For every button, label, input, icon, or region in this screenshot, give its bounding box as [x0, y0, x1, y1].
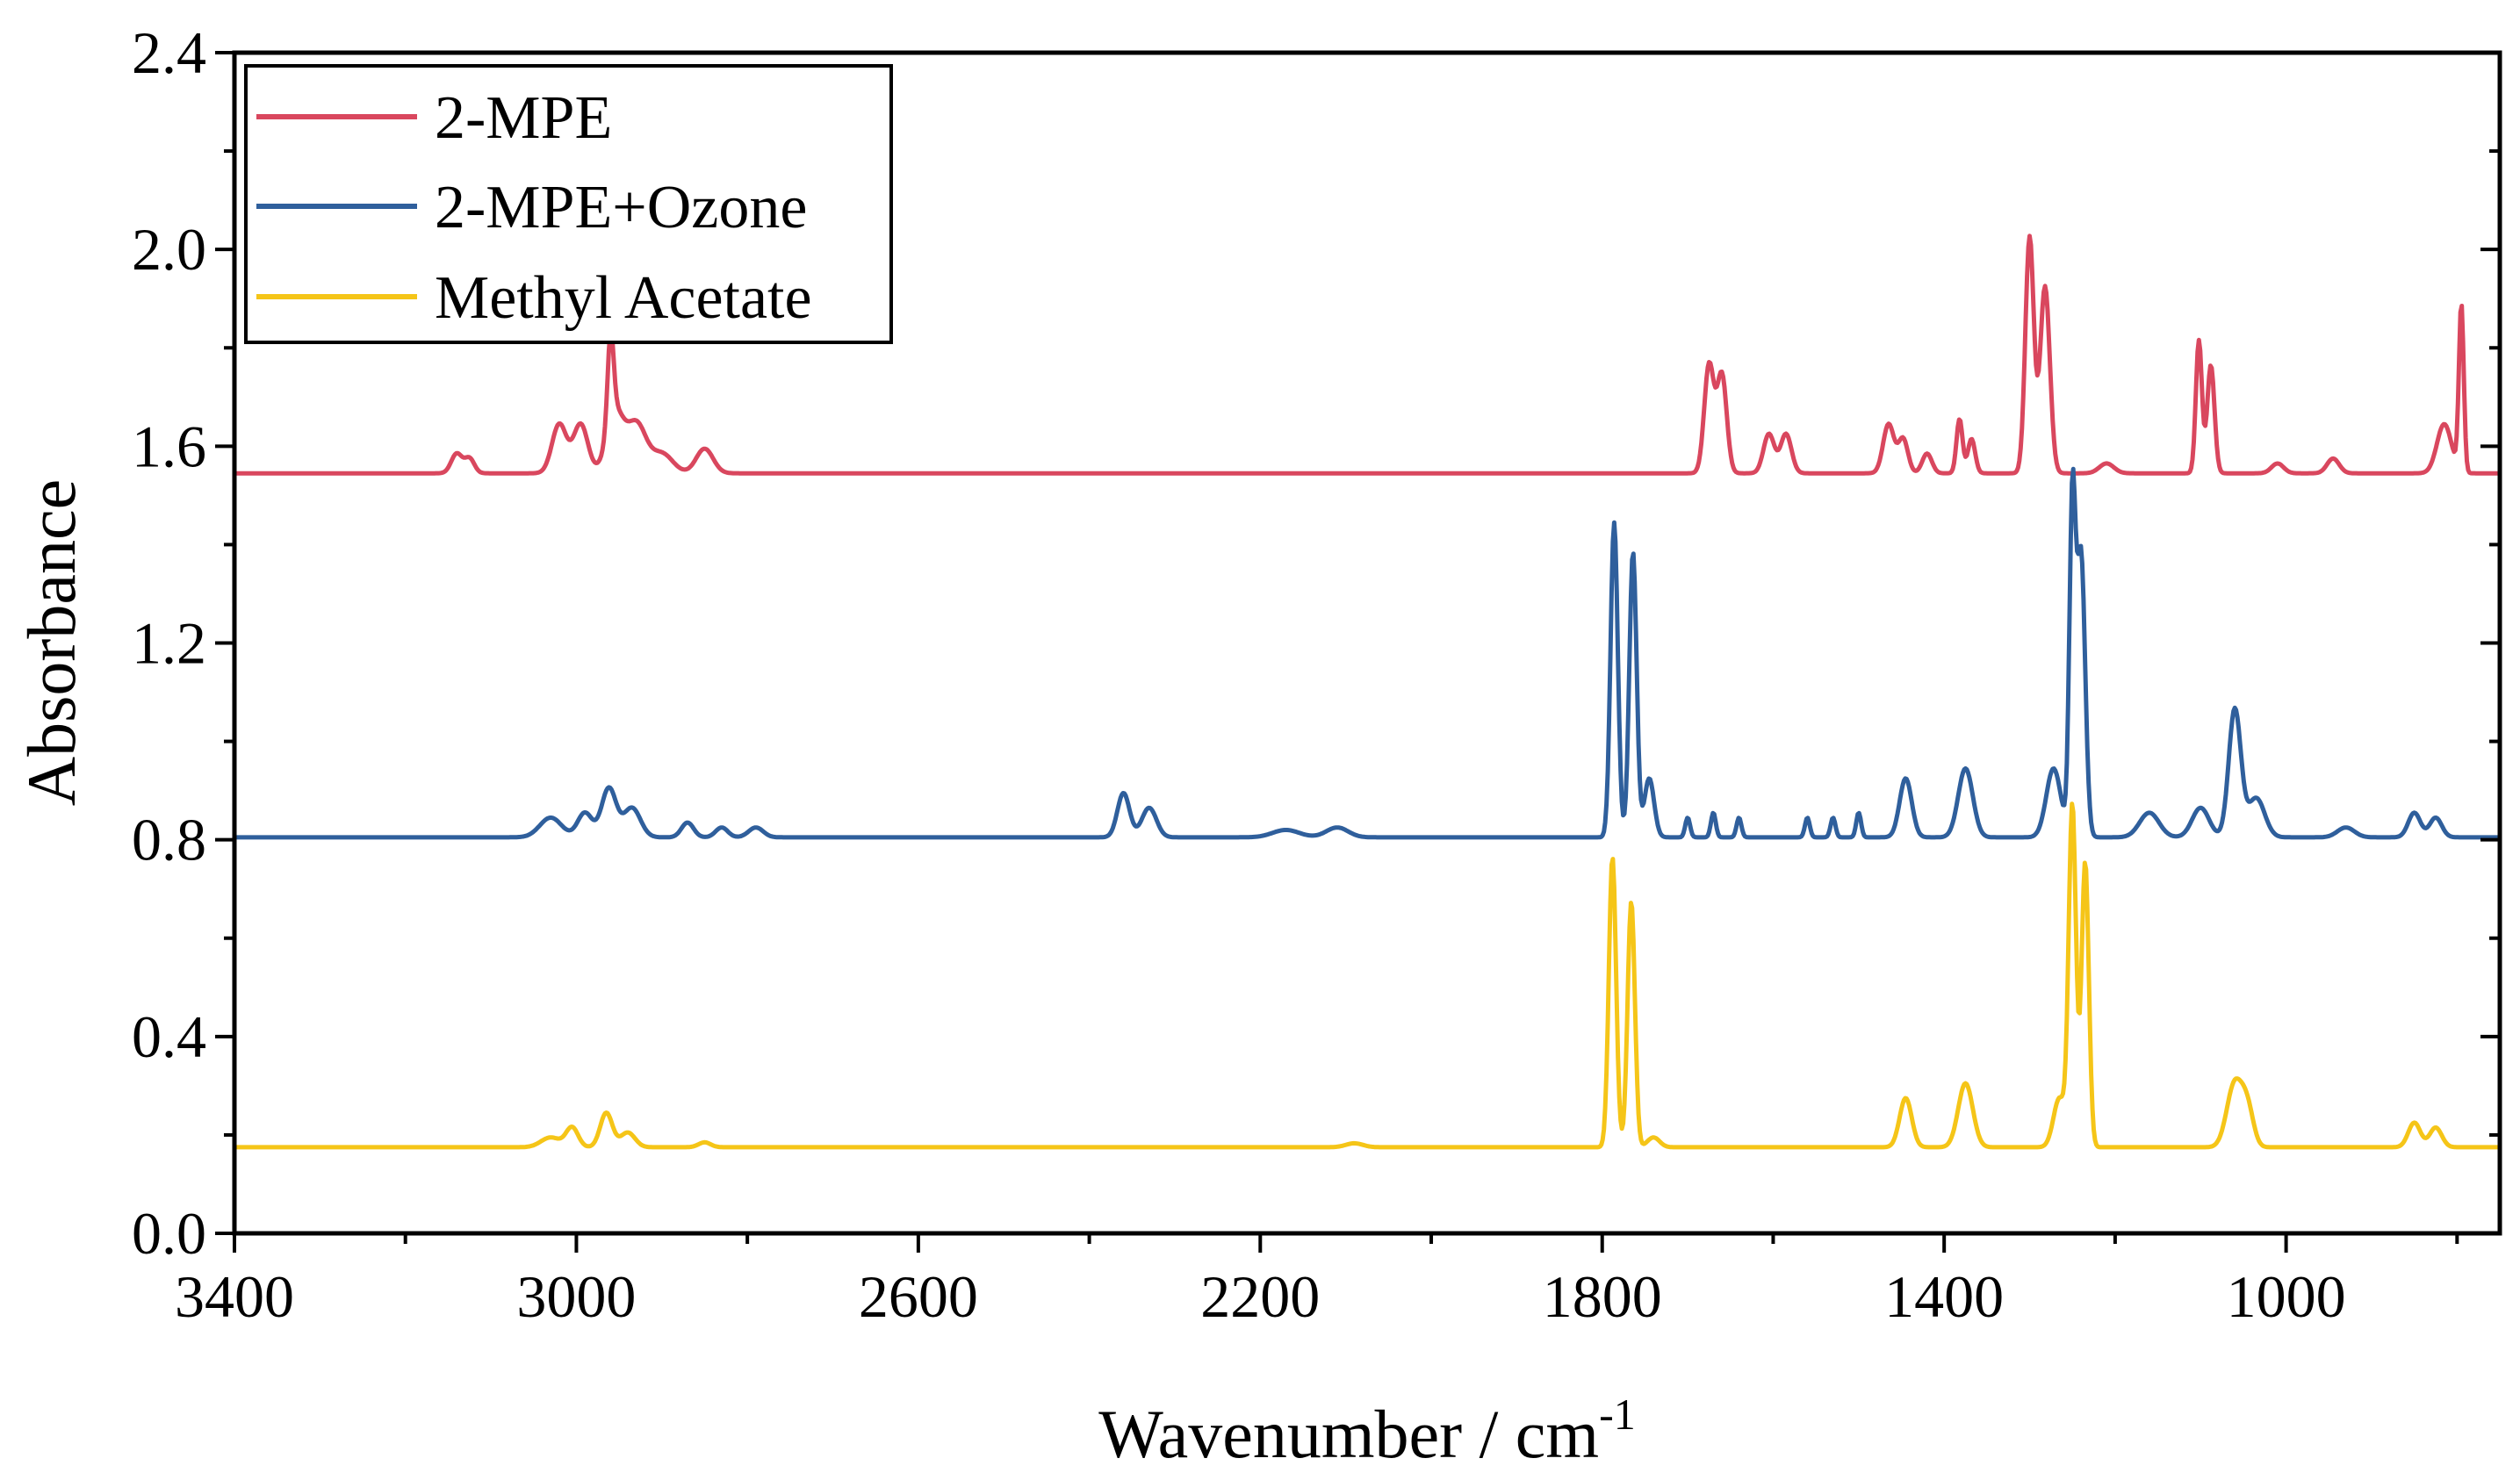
y-tick-label-0: 0.0 — [132, 1200, 206, 1267]
legend-label-2-mpe: 2-MPE — [435, 84, 612, 152]
y-tick-label-0-4: 0.4 — [132, 1003, 206, 1070]
y-tick-label-1-6: 1.6 — [132, 413, 206, 479]
series-line-methyl-acetate — [234, 801, 2501, 1150]
x-tick-label-1000: 1000 — [2227, 1263, 2346, 1330]
y-axis-title: Absorbance — [13, 479, 90, 807]
legend-label-methyl-acetate: Methyl Acetate — [435, 264, 812, 332]
x-tick-label-3400: 3400 — [175, 1263, 294, 1330]
x-tick-label-2600: 2600 — [859, 1263, 978, 1330]
series-line-2-mpe-ozone — [234, 466, 2501, 840]
x-tick-label-2200: 2200 — [1200, 1263, 1320, 1330]
x-axis-title: Wavenumber / cm-1 — [1098, 1390, 1636, 1472]
y-tick-label-0-8: 0.8 — [132, 807, 206, 873]
x-tick-label-3000: 3000 — [516, 1263, 636, 1330]
y-tick-label-2-4: 2.4 — [132, 19, 206, 86]
y-tick-label-2: 2.0 — [132, 216, 206, 283]
legend: 2-MPE 2-MPE+Ozone Methyl Acetate — [244, 64, 893, 344]
x-tick-label-1400: 1400 — [1884, 1263, 2004, 1330]
x-axis-title-superscript: -1 — [1599, 1390, 1636, 1439]
x-axis-title-main: Wavenumber / cm — [1098, 1396, 1599, 1472]
x-tick-label-1800: 1800 — [1543, 1263, 1662, 1330]
legend-label-2-mpe-ozone: 2-MPE+Ozone — [435, 174, 807, 241]
y-tick-label-1-2: 1.2 — [132, 610, 206, 677]
